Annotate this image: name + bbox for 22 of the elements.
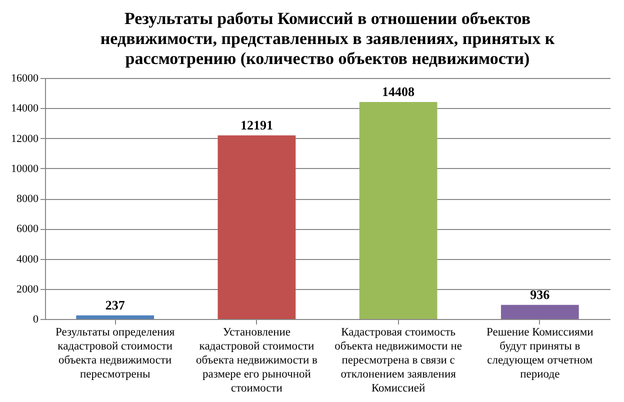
y-tick-label: 14000: [11, 102, 39, 115]
x-tick-label: Установление кадастровой стоимости объекта недвижимости в размере его рыночной стоимости: [196, 326, 318, 394]
bar: [218, 135, 296, 319]
y-tick-label: 4000: [16, 253, 39, 266]
y-tick-label: 12000: [11, 132, 39, 145]
bar: [76, 315, 154, 319]
bar: [359, 102, 438, 319]
y-tick-label: 6000: [16, 223, 39, 236]
y-tick-label: 0: [33, 314, 39, 326]
x-tick-label: Кадастровая стоимость объекта недвижимости не пересмотрена в связи с отклонением заявления Комиссией: [334, 326, 462, 394]
data-label: 14408: [382, 84, 416, 99]
y-tick-label: 10000: [11, 162, 39, 175]
data-label: 12191: [240, 117, 273, 132]
y-tick-label: 16000: [11, 72, 39, 84]
y-tick-label: 2000: [16, 283, 39, 296]
chart-title: Результаты работы Комиссий в отношении объектов недвижимости, представленных в заявлениях, принятых к рассмотрению (количество объектов недвижимости): [100, 9, 555, 68]
data-label: 936: [530, 286, 550, 302]
x-tick-label: Результаты определения кадастровой стоимости объекта недвижимости пересмотрены: [56, 326, 176, 380]
y-tick-label: 8000: [16, 193, 39, 205]
x-tick-label: Решение Комиссиями будут приняты в следующем отчетном периоде: [486, 326, 594, 380]
data-label: 237: [105, 297, 126, 312]
bar: [500, 304, 579, 319]
